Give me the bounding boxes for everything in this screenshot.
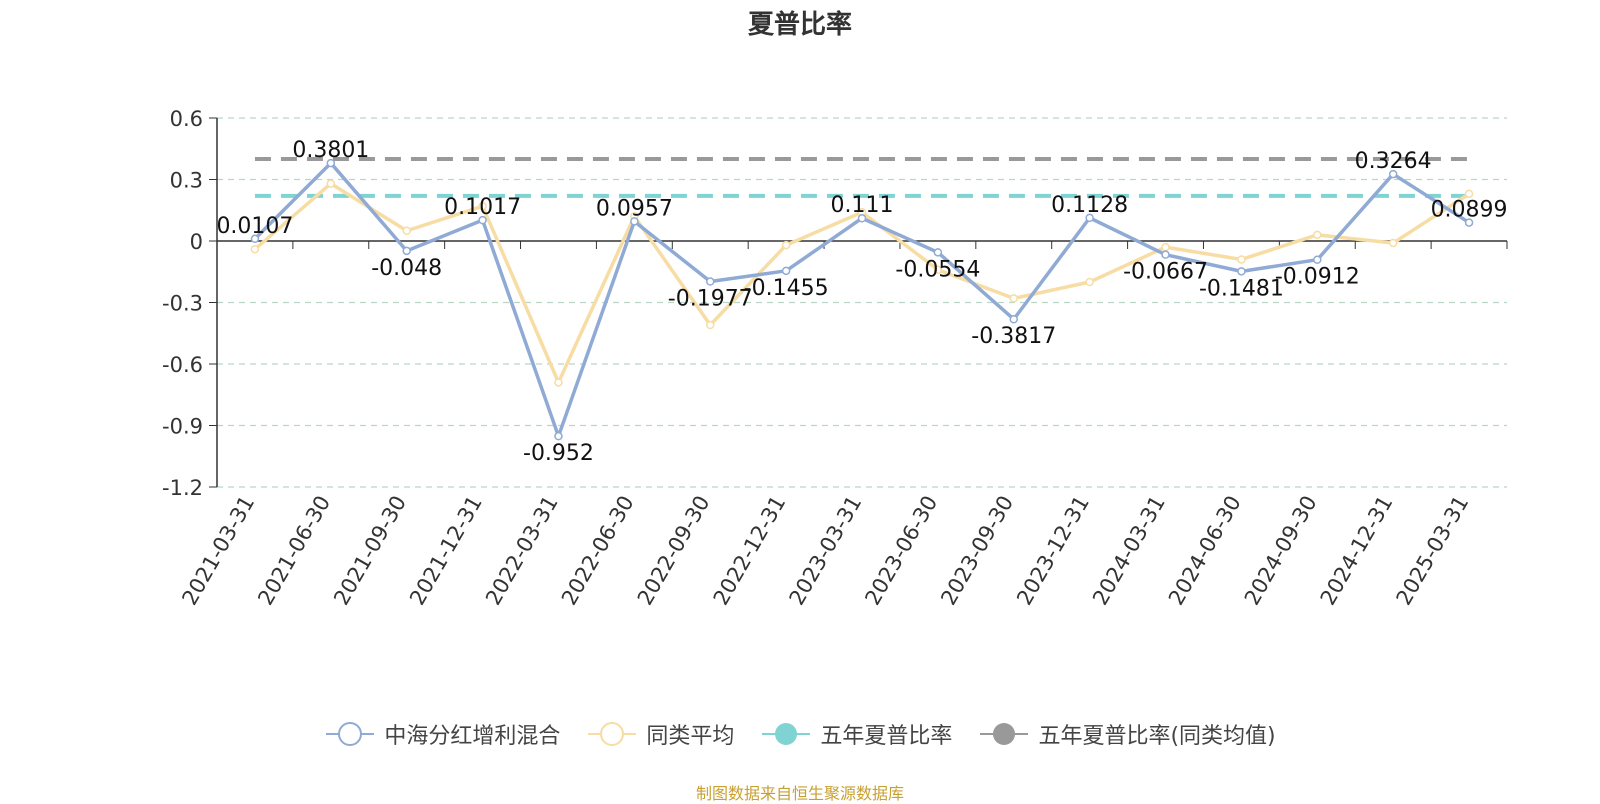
- data-point-fund: [1313, 255, 1322, 264]
- data-point-peer-average: [1388, 238, 1398, 248]
- data-label: -0.0667: [1123, 260, 1208, 285]
- x-tick-label: 2024-09-30: [1240, 492, 1322, 610]
- x-tick-label: 2024-03-31: [1088, 492, 1170, 610]
- legend-item-five-year-sharpe[interactable]: 五年夏普比率: [760, 718, 952, 750]
- y-tick-label: -0.9: [162, 415, 203, 439]
- data-point-peer-average: [933, 265, 943, 274]
- data-point-fund: [554, 431, 563, 441]
- x-tick-label: 2022-03-31: [481, 492, 563, 610]
- legend-item-peer-average[interactable]: 同类平均: [586, 718, 734, 750]
- data-point-fund: [250, 234, 260, 244]
- data-point-peer-average: [326, 179, 336, 188]
- x-tick-label: 2021-12-31: [405, 492, 487, 610]
- data-label: 0.111: [831, 193, 894, 218]
- data-point-fund: [857, 213, 867, 223]
- legend-label-five-year-sharpe-peer: 五年夏普比率(同类均值): [1038, 724, 1276, 749]
- x-tick-label: 2025-03-31: [1392, 492, 1474, 610]
- data-label: 0.1017: [444, 195, 521, 220]
- data-label: -0.048: [371, 256, 442, 281]
- x-tick-label: 2023-03-31: [785, 492, 867, 610]
- y-tick-label: -0.3: [162, 292, 203, 316]
- legend-item-five-year-sharpe-peer[interactable]: 五年夏普比率(同类均值): [978, 718, 1276, 750]
- data-label: 0.3801: [292, 138, 369, 163]
- data-point-peer-average: [478, 201, 487, 211]
- data-point-fund: [326, 158, 336, 168]
- legend-line-circle-icon: [326, 722, 375, 746]
- data-point-peer-average: [1161, 242, 1170, 252]
- data-label: -0.1481: [1199, 276, 1284, 301]
- y-tick-label: -0.6: [162, 353, 203, 377]
- data-label: -0.952: [523, 441, 594, 466]
- data-point-fund: [1161, 250, 1170, 259]
- x-tick-label: 2021-03-31: [177, 492, 259, 610]
- data-point-fund: [933, 248, 943, 257]
- legend-line-circle-icon: [588, 722, 637, 746]
- data-point-peer-average: [250, 244, 260, 254]
- data-label: 0.3264: [1355, 149, 1432, 174]
- data-point-fund: [630, 217, 639, 226]
- data-label: -0.0912: [1275, 265, 1360, 290]
- data-point-fund: [705, 277, 715, 286]
- data-label: 0.1128: [1051, 193, 1128, 218]
- data-point-peer-average: [705, 320, 715, 330]
- y-tick-label: 0: [190, 230, 203, 254]
- data-label: -0.1455: [744, 276, 829, 301]
- x-tick-label: 2021-06-30: [253, 492, 335, 610]
- data-label: -0.0554: [895, 257, 980, 282]
- x-tick-label: 2022-06-30: [557, 492, 639, 610]
- data-point-peer-average: [781, 240, 791, 250]
- data-point-peer-average: [1085, 277, 1094, 287]
- x-tick-label: 2021-09-30: [329, 492, 411, 610]
- y-tick-label: 0.6: [170, 107, 203, 131]
- data-label: 0.0957: [596, 196, 673, 221]
- y-tick-label: 0.3: [170, 169, 203, 193]
- x-tick-label: 2023-12-31: [1012, 492, 1094, 610]
- chart-plot: 0.6 0.3 0 -0.3 -0.6 -0.9 -1.22021-03-312021-06…: [162, 107, 1508, 610]
- legend-label-peer-average: 同类平均: [646, 724, 735, 749]
- data-point-peer-average: [1313, 230, 1322, 240]
- data-label: 0.0107: [216, 214, 293, 239]
- legend-label-five-year-sharpe: 五年夏普比率: [820, 724, 953, 749]
- legend-line-dot-icon: [762, 723, 811, 745]
- data-label: 0.0899: [1431, 198, 1508, 223]
- x-tick-label: 2022-12-31: [709, 492, 791, 610]
- data-point-fund: [1009, 314, 1019, 324]
- data-point-peer-average: [1464, 189, 1474, 199]
- x-tick-label: 2023-09-30: [936, 491, 1018, 609]
- data-point-peer-average: [402, 226, 411, 235]
- x-tick-label: 2022-09-30: [633, 492, 715, 610]
- x-tick-label: 2023-06-30: [860, 492, 942, 610]
- data-point-peer-average: [1237, 255, 1246, 264]
- source-note: 制图数据来自恒生聚源数据库: [695, 784, 904, 803]
- data-point-fund: [478, 215, 487, 225]
- legend-line-dot-icon: [980, 723, 1029, 745]
- data-point-fund: [781, 266, 791, 276]
- data-point-peer-average: [1009, 294, 1019, 303]
- data-label: -0.3817: [971, 324, 1056, 349]
- x-tick-label: 2024-12-31: [1316, 492, 1398, 610]
- data-point-fund: [1237, 267, 1246, 276]
- data-point-fund: [1388, 169, 1398, 179]
- data-label: -0.1977: [668, 287, 753, 312]
- data-point-peer-average: [554, 378, 563, 387]
- y-tick-label: -1.2: [162, 476, 203, 500]
- x-tick-label: 2024-06-30: [1164, 492, 1246, 610]
- data-point-fund: [1085, 213, 1094, 223]
- legend-label-fund: 中海分红增利混合: [384, 724, 561, 749]
- legend-item-fund[interactable]: 中海分红增利混合: [324, 718, 560, 750]
- data-point-fund: [1464, 218, 1474, 227]
- data-point-fund: [402, 246, 411, 256]
- chart-title: 夏普比率: [747, 10, 852, 40]
- legend: 中海分红增利混合 同类平均 五年夏普比率 五年夏普比率(同类均值): [0, 718, 1600, 750]
